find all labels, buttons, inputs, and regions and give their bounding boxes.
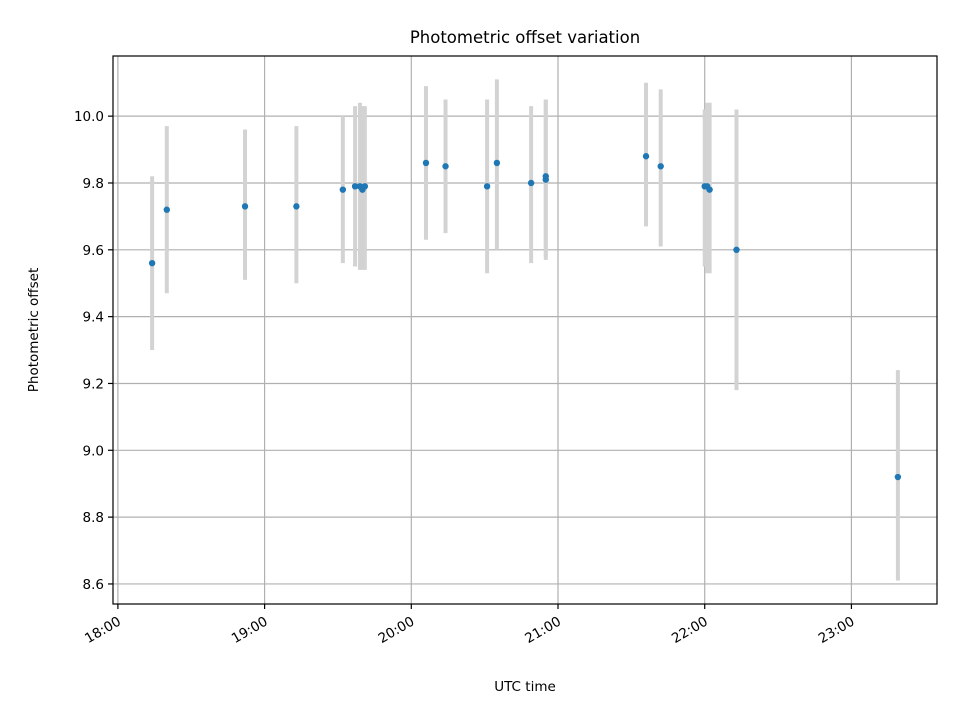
data-points [148, 153, 902, 481]
y-axis-label: Photometric offset [26, 268, 42, 392]
y-tick-label: 9.6 [83, 243, 104, 259]
y-tick-label: 10.0 [74, 109, 104, 125]
data-point [241, 203, 249, 210]
data-point [483, 183, 491, 190]
y-tick-label: 9.0 [83, 443, 104, 459]
data-point [148, 259, 156, 267]
data-point [351, 183, 359, 190]
data-point [657, 163, 664, 170]
data-point [361, 183, 369, 190]
y-tick-label: 8.8 [83, 510, 104, 526]
y-tick-label: 9.4 [83, 310, 104, 326]
data-point [163, 206, 170, 213]
y-tick-label: 8.6 [83, 577, 104, 593]
plot-frame [112, 55, 938, 605]
y-tick-label: 9.8 [83, 176, 104, 192]
data-point [442, 163, 449, 170]
data-point [642, 153, 650, 160]
data-point [733, 246, 740, 254]
data-point [527, 179, 535, 187]
data-point [493, 159, 501, 167]
data-point [542, 173, 549, 180]
data-point [894, 473, 902, 481]
data-point [339, 186, 347, 193]
x-axis-label: UTC time [494, 679, 556, 695]
data-point [293, 203, 300, 210]
grid [113, 56, 937, 604]
chart-title: Photometric offset variation [410, 28, 640, 47]
y-tick-label: 9.2 [83, 376, 104, 392]
data-point [706, 186, 713, 193]
data-point [422, 159, 430, 167]
